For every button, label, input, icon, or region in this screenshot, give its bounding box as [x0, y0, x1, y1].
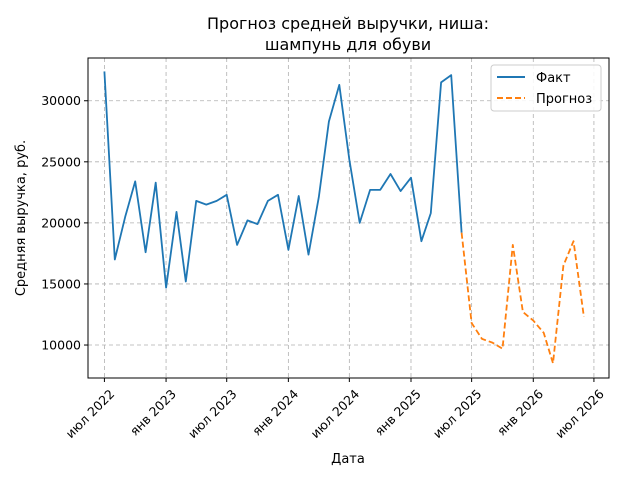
y-tick-label: 25000 [41, 154, 81, 169]
series-line-forecast [460, 232, 585, 365]
x-tick-label: июл 2023 [185, 386, 240, 441]
series-lines [103, 71, 585, 365]
legend-label-forecast: Прогноз [536, 92, 592, 107]
legend-label-fact: Факт [536, 71, 571, 86]
y-axis-label: Средняя выручка, руб. [14, 140, 29, 296]
x-tick-label: июл 2026 [552, 386, 607, 441]
y-tick-label: 10000 [41, 338, 81, 353]
x-tick-label: янв 2024 [249, 386, 301, 438]
legend: Факт Прогноз [490, 64, 602, 112]
series-line-fact [103, 71, 463, 289]
x-tick-label: июл 2024 [307, 386, 362, 441]
x-tick-label: янв 2023 [127, 386, 179, 438]
plot-area-frame [87, 57, 610, 379]
x-axis-label: Дата [331, 452, 365, 467]
y-tick-label: 30000 [41, 93, 81, 108]
y-axis-ticks: 10000 15000 20000 25000 30000 [41, 93, 88, 353]
chart-title-line-2: шампунь для обуви [265, 35, 431, 54]
x-tick-label: июл 2025 [430, 386, 485, 441]
y-tick-label: 15000 [41, 276, 81, 291]
x-tick-label: июл 2022 [63, 386, 118, 441]
x-tick-label: янв 2025 [372, 386, 424, 438]
chart-title-line-1: Прогноз средней выручки, ниша: [207, 14, 489, 33]
x-axis-ticks: июл 2022 янв 2023 июл 2023 янв 2024 июл 2024… [63, 378, 607, 441]
y-tick-label: 20000 [41, 215, 81, 230]
x-tick-label: янв 2026 [494, 386, 546, 438]
